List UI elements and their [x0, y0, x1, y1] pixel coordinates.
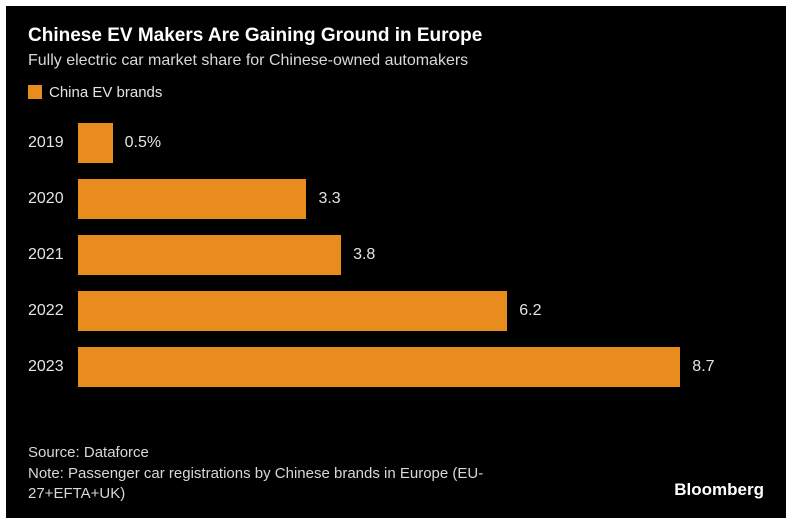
bar	[78, 347, 680, 387]
year-label: 2023	[28, 358, 78, 376]
year-label: 2019	[28, 134, 78, 152]
bar-row: 2023 8.7	[28, 339, 764, 395]
bar-wrap: 3.3	[78, 179, 764, 219]
year-label: 2021	[28, 246, 78, 264]
legend-label: China EV brands	[49, 84, 162, 101]
note-text: Note: Passenger car registrations by Chi…	[28, 464, 498, 505]
bar-chart: 2019 0.5% 2020 3.3 2021 3.8 2022 6.2 2023 8.7	[28, 115, 764, 395]
value-label: 3.8	[353, 246, 375, 264]
bar-wrap: 3.8	[78, 235, 764, 275]
year-label: 2022	[28, 302, 78, 320]
bar-wrap: 6.2	[78, 291, 764, 331]
bar-row: 2019 0.5%	[28, 115, 764, 171]
bar	[78, 179, 306, 219]
bar-wrap: 0.5%	[78, 123, 764, 163]
bar-row: 2020 3.3	[28, 171, 764, 227]
value-label: 3.3	[318, 190, 340, 208]
brand-label: Bloomberg	[674, 480, 764, 500]
value-label: 0.5%	[125, 134, 161, 152]
bar-row: 2022 6.2	[28, 283, 764, 339]
chart-frame: Chinese EV Makers Are Gaining Ground in …	[6, 6, 786, 518]
bar	[78, 291, 507, 331]
bar-row: 2021 3.8	[28, 227, 764, 283]
source-text: Source: Dataforce	[28, 443, 764, 463]
value-label: 6.2	[519, 302, 541, 320]
chart-footer: Source: Dataforce Note: Passenger car re…	[28, 443, 764, 504]
chart-subtitle: Fully electric car market share for Chin…	[28, 52, 764, 70]
legend: China EV brands	[28, 84, 764, 101]
chart-title: Chinese EV Makers Are Gaining Ground in …	[28, 24, 764, 48]
year-label: 2020	[28, 190, 78, 208]
bar-wrap: 8.7	[78, 347, 764, 387]
legend-swatch	[28, 85, 42, 99]
bar	[78, 123, 113, 163]
bar	[78, 235, 341, 275]
value-label: 8.7	[692, 358, 714, 376]
